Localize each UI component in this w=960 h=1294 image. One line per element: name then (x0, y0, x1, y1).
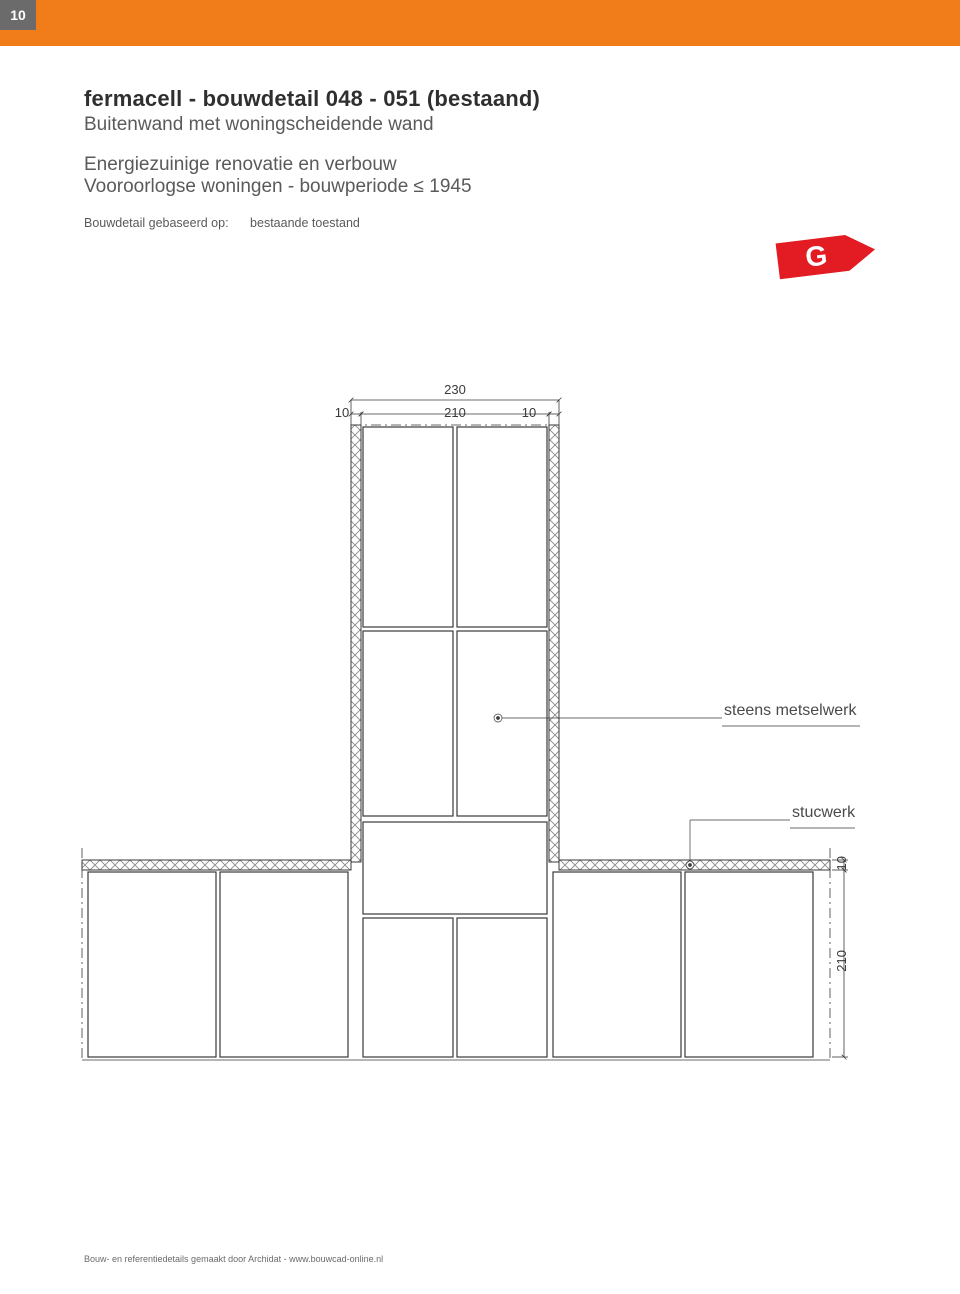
dim-top-mid: 210 (440, 405, 470, 420)
technical-drawing (0, 0, 960, 1294)
callout-masonry: steens metselwerk (724, 702, 857, 720)
dim-right-bottom: 210 (834, 950, 849, 972)
footer-credit: Bouw- en referentiedetails gemaakt door … (84, 1254, 383, 1264)
dim-right-top: 10 (834, 856, 849, 870)
dim-top-total: 230 (440, 382, 470, 397)
dim-top-right: 10 (519, 405, 539, 420)
dim-top-left: 10 (332, 405, 352, 420)
callout-plaster: stucwerk (792, 804, 855, 822)
